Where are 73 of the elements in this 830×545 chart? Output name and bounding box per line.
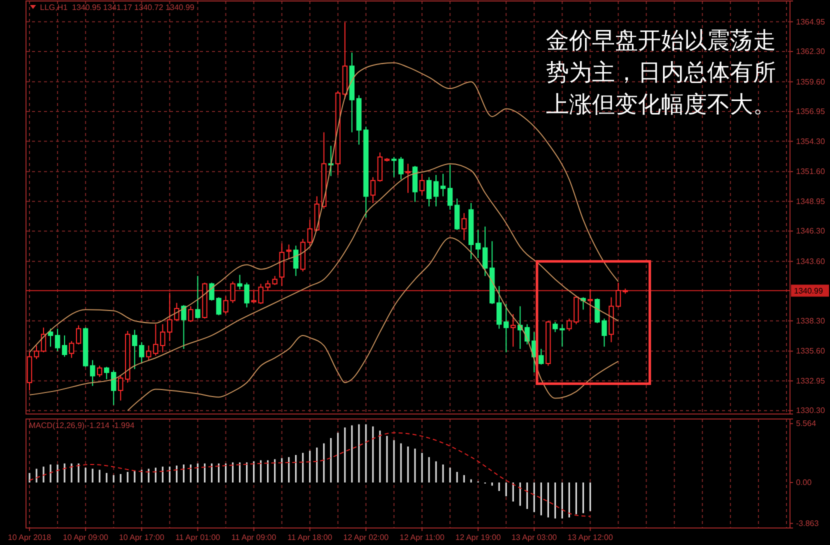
annotation: 金价早盘开始以震荡走势为主，日内总体有所上涨但变化幅度不大。 — [546, 28, 776, 118]
y-tick-label: 1348.95 — [796, 196, 826, 206]
x-tick-label: 11 Apr 01:00 — [175, 533, 221, 542]
candlestick — [433, 174, 439, 207]
candlestick — [62, 334, 68, 358]
y-tick-label: 1332.95 — [796, 376, 826, 386]
candlestick — [440, 173, 446, 197]
ref-line-label: 1340.99 — [794, 286, 824, 296]
line-series — [29, 432, 591, 517]
x-tick-label: 10 Apr 17:00 — [118, 533, 165, 542]
x-tick-label: 10 Apr 09:00 — [62, 533, 109, 542]
chart-title: LLG,H1 1340.95 1341.17 1340.72 1340.99 — [40, 3, 195, 12]
y-tick-label: 1354.30 — [796, 136, 826, 146]
candlestick — [195, 275, 200, 320]
candlestick — [504, 304, 509, 353]
y-tick-label: -3.863 — [796, 518, 820, 528]
candlestick — [419, 173, 425, 196]
candlestick — [328, 145, 334, 177]
candlestick — [54, 328, 60, 352]
line-series — [29, 163, 619, 396]
candlestick — [48, 328, 54, 348]
candlestick — [139, 342, 144, 364]
candlestick — [286, 244, 292, 260]
candlestick — [496, 286, 502, 330]
candlestick — [398, 156, 404, 180]
candlestick — [188, 306, 194, 322]
x-tick-label: 13 Apr 12:00 — [568, 533, 614, 542]
candlestick — [538, 348, 544, 366]
candlestick — [426, 176, 432, 207]
x-tick-label: 10 Apr 2018 — [8, 533, 52, 542]
candlestick — [482, 226, 488, 276]
candlestick — [461, 212, 467, 241]
candlestick — [405, 163, 411, 194]
candlestick — [588, 288, 593, 325]
candlestick — [307, 219, 312, 246]
candlestick — [454, 198, 460, 230]
y-tick-label: 1343.60 — [796, 256, 826, 266]
y-tick-label: 1351.60 — [796, 167, 826, 176]
candlestick — [447, 164, 453, 210]
candlestick — [370, 176, 376, 204]
candlestick — [68, 340, 74, 358]
y-tick-label: 0.00 — [796, 478, 812, 488]
candlestick — [118, 375, 124, 402]
candlestick — [293, 245, 298, 276]
candlestick — [181, 304, 186, 350]
x-tick-label: 11 Apr 18:00 — [287, 533, 333, 542]
candlestick — [510, 314, 516, 348]
candlestick — [104, 366, 110, 380]
x-tick-label: 12 Apr 11:00 — [400, 533, 445, 542]
line-series — [127, 237, 619, 412]
candlestick — [90, 360, 96, 386]
x-tick-label: 12 Apr 02:00 — [343, 533, 390, 542]
candlestick — [475, 229, 481, 259]
y-tick-label: 1356.95 — [796, 107, 826, 116]
candlestick — [34, 345, 40, 360]
y-tick-label: 1338.30 — [796, 316, 826, 326]
y-tick-label: 1359.60 — [796, 77, 826, 86]
candlestick — [111, 370, 116, 406]
y-tick-label: 5.564 — [796, 419, 817, 428]
candlestick — [132, 329, 138, 370]
x-tick-label: 11 Apr 09:00 — [231, 533, 277, 542]
chart-title: MACD(12,26,9) -1.214 -1.994 — [29, 421, 135, 430]
candlestick — [391, 156, 397, 178]
candlestick — [76, 324, 82, 345]
y-tick-label: 1362.30 — [796, 47, 826, 56]
y-tick-label: 1330.30 — [796, 406, 826, 416]
y-tick-label: 1364.95 — [796, 17, 826, 26]
y-tick-label: 1346.30 — [796, 226, 826, 236]
y-tick-label: 1335.60 — [796, 346, 826, 356]
x-tick-label: 12 Apr 19:00 — [455, 533, 502, 542]
candlestick — [377, 152, 383, 182]
x-tick-label: 13 Apr 03:00 — [511, 533, 558, 542]
candlestick — [96, 365, 102, 378]
